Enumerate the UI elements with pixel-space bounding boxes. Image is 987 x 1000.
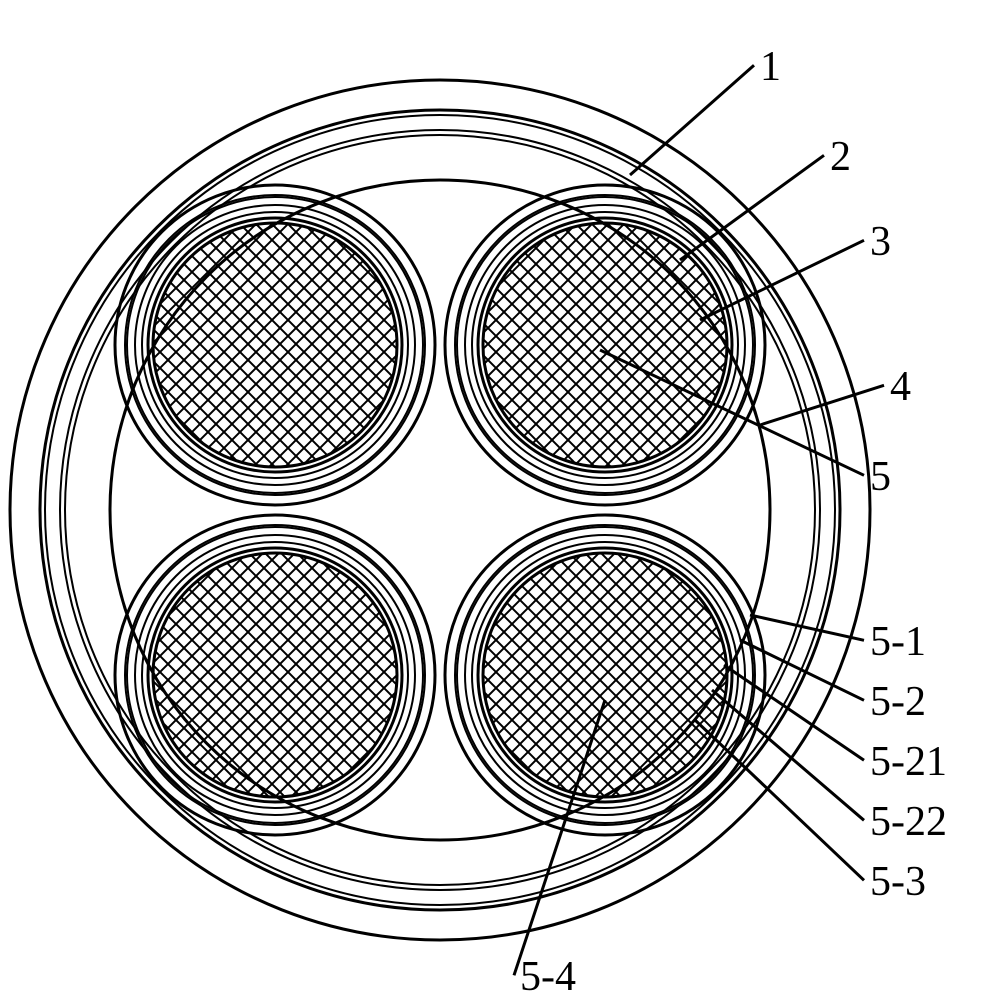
conductor-core (115, 515, 435, 835)
part-label-5-2: 5-2 (870, 679, 926, 725)
leader-line (724, 665, 864, 760)
part-label-3: 3 (870, 219, 891, 265)
leader-line (750, 615, 864, 640)
part-label-5-22: 5-22 (870, 799, 947, 845)
part-label-5-4: 5-4 (520, 954, 576, 1000)
leader-line (630, 65, 754, 175)
core-hatch (153, 223, 397, 467)
outer-ring (65, 135, 815, 885)
leader-line (700, 240, 864, 320)
core-hatch (483, 223, 727, 467)
part-label-5-21: 5-21 (870, 739, 947, 785)
core-hatch (153, 553, 397, 797)
cable-cross-section-diagram: 123455-15-25-215-225-35-4 (0, 0, 987, 1000)
core-hatch (483, 553, 727, 797)
part-label-5: 5 (870, 454, 891, 500)
part-label-5-1: 5-1 (870, 619, 926, 665)
conductor-core (445, 515, 765, 835)
conductor-core (115, 185, 435, 505)
outer-ring (60, 130, 820, 890)
part-label-2: 2 (830, 134, 851, 180)
part-label-1: 1 (760, 44, 781, 90)
part-label-4: 4 (890, 364, 911, 410)
part-label-5-3: 5-3 (870, 859, 926, 905)
outer-ring (10, 80, 870, 940)
